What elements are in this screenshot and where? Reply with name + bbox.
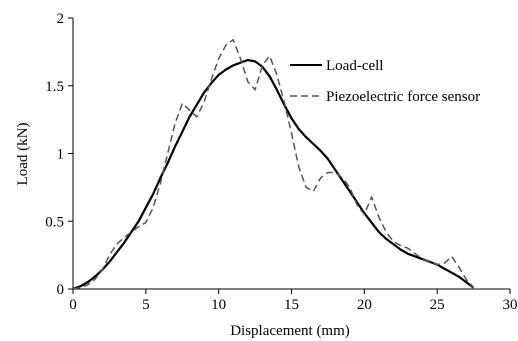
y-tick-label: 1 xyxy=(57,147,65,163)
y-tick-label: 1.5 xyxy=(45,79,64,95)
tick-layer: 0 5 10 15 20 25 30 0 0.5 1 1.5 2 xyxy=(45,11,517,313)
legend-label-piezoelectric: Piezoelectric force sensor xyxy=(326,89,480,105)
plot-frame xyxy=(72,18,510,290)
x-tick-label: 10 xyxy=(211,297,226,313)
y-tick-label: 2 xyxy=(57,11,65,27)
legend: Load-cell Piezoelectric force sensor xyxy=(290,58,480,105)
x-tick-label: 20 xyxy=(357,297,372,313)
series-line-piezoelectric xyxy=(72,38,475,290)
y-tick-label: 0.5 xyxy=(45,214,64,230)
x-tick-label: 25 xyxy=(430,297,445,313)
series-line-load-cell xyxy=(72,58,475,291)
y-axis-title: Load (kN) xyxy=(15,123,31,186)
x-tick-label: 0 xyxy=(69,297,77,313)
y-tick-label: 0 xyxy=(57,282,65,298)
legend-label-load-cell: Load-cell xyxy=(326,58,383,74)
x-tick-label: 30 xyxy=(503,297,518,313)
x-tick-label: 15 xyxy=(284,297,299,313)
x-axis-title: Displacement (mm) xyxy=(230,323,350,339)
x-tick-label: 5 xyxy=(142,297,150,313)
series-layer xyxy=(72,38,475,291)
